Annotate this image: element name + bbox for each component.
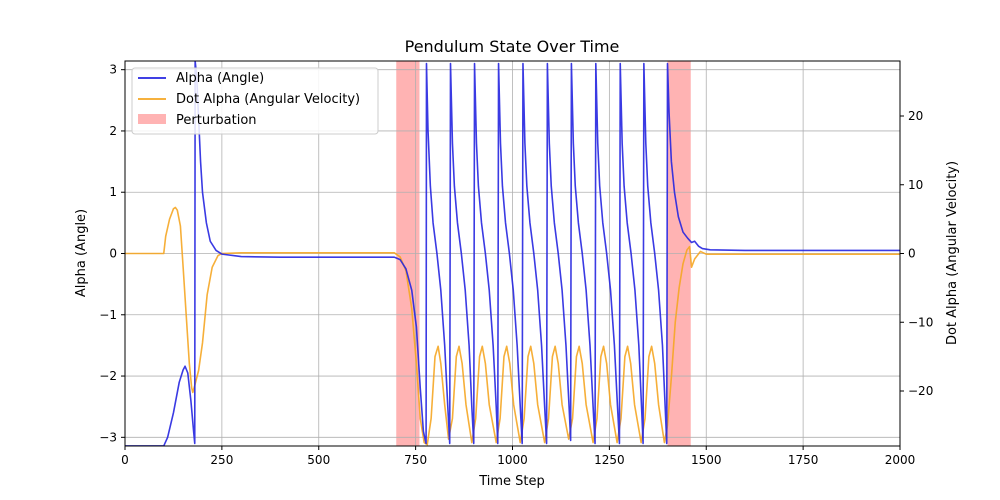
y-left-tick-label: 3 (109, 63, 117, 77)
y-left-tick-label: 1 (109, 185, 117, 199)
y-left-axis-label: Alpha (Angle) (74, 209, 89, 297)
x-tick-label: 1000 (497, 453, 528, 467)
x-axis-ticks: 0 250 500 750 1000 1250 1500 1750 2000 (121, 446, 915, 467)
chart-title: Pendulum State Over Time (405, 37, 620, 56)
legend-frame (131, 67, 379, 135)
y-right-tick-label: −20 (908, 384, 933, 398)
legend-label-dot-alpha: Dot Alpha (Angular Velocity) (176, 92, 360, 107)
legend-swatch-perturbation (138, 114, 166, 124)
y-right-axis-ticks: −20 −10 0 10 20 (900, 109, 933, 398)
y-left-tick-label: 2 (109, 124, 117, 138)
x-tick-label: 500 (307, 453, 330, 467)
legend: Alpha (Angle) Dot Alpha (Angular Velocit… (131, 67, 379, 135)
y-left-axis-ticks: −3 −2 −1 0 1 2 3 (99, 63, 125, 444)
x-tick-label: 750 (404, 453, 427, 467)
y-right-tick-label: 20 (908, 109, 923, 123)
y-right-axis-label: Dot Alpha (Angular Velocity) (945, 161, 960, 345)
x-tick-label: 2000 (885, 453, 916, 467)
y-left-tick-label: 0 (109, 247, 117, 261)
legend-label-perturbation: Perturbation (176, 113, 257, 128)
legend-label-alpha: Alpha (Angle) (176, 71, 264, 86)
series-line-dot-alpha (125, 206, 900, 446)
x-tick-label: 250 (210, 453, 233, 467)
y-right-tick-label: 10 (908, 178, 923, 192)
x-tick-label: 1250 (594, 453, 625, 467)
x-tick-label: 0 (121, 453, 129, 467)
y-left-tick-label: −3 (99, 430, 117, 444)
y-left-tick-label: −2 (99, 369, 117, 383)
y-left-tick-label: −1 (99, 308, 117, 322)
x-tick-label: 1500 (691, 453, 722, 467)
y-right-tick-label: −10 (908, 315, 933, 329)
series-line-alpha (125, 61, 900, 446)
x-tick-label: 1750 (788, 453, 819, 467)
series-layer (125, 61, 900, 446)
x-axis-label: Time Step (478, 474, 545, 489)
y-right-tick-label: 0 (908, 247, 916, 261)
